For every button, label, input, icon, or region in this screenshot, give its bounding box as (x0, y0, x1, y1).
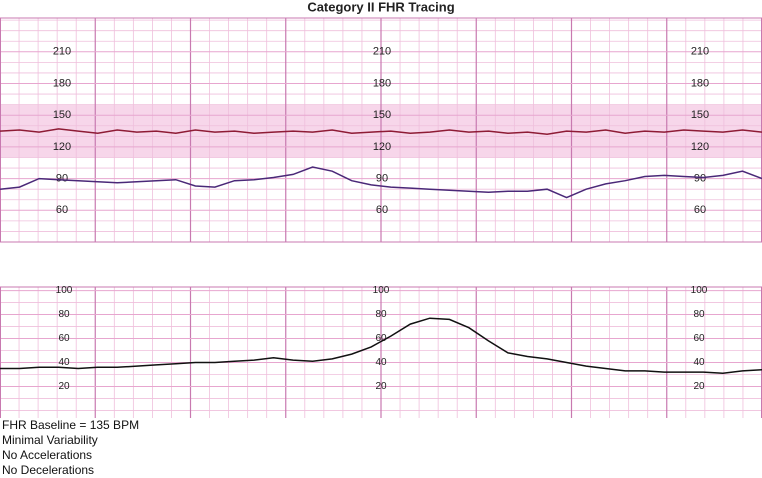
y-tick-label: 20 (375, 381, 387, 392)
y-tick-label: 100 (373, 285, 390, 296)
y-tick-label: 40 (375, 357, 387, 368)
note-line: No Accelerations (2, 448, 93, 462)
y-tick-label: 90 (56, 173, 68, 185)
note-line: No Decelerations (2, 463, 95, 477)
trace-line (0, 317, 762, 375)
trace-line (0, 128, 762, 135)
y-tick-label: 120 (373, 141, 391, 153)
y-tick-label: 60 (56, 204, 68, 216)
y-tick-label: 100 (56, 285, 73, 296)
y-tick-label: 150 (373, 109, 391, 121)
y-tick-label: 80 (693, 309, 705, 320)
y-tick-label: 80 (375, 309, 387, 320)
note-line: FHR Baseline = 135 BPM (2, 418, 140, 432)
y-tick-label: 90 (376, 173, 388, 185)
y-tick-label: 20 (58, 381, 70, 392)
y-tick-label: 40 (58, 357, 70, 368)
y-tick-label: 210 (53, 46, 71, 58)
y-tick-label: 210 (373, 46, 391, 58)
y-tick-label: 20 (693, 381, 705, 392)
y-tick-label: 100 (691, 285, 708, 296)
y-tick-label: 80 (58, 309, 70, 320)
y-tick-label: 180 (53, 77, 71, 89)
y-tick-label: 120 (53, 141, 71, 153)
y-tick-label: 60 (376, 204, 388, 216)
chart-title: Category II FHR Tracing (307, 0, 454, 14)
y-tick-label: 60 (694, 204, 706, 216)
chart: Category II FHR Tracing 60 60 60 90 90 90 120 1… (0, 0, 762, 418)
y-tick-label: 150 (691, 109, 709, 121)
y-tick-label: 40 (693, 357, 705, 368)
y-tick-label: 60 (375, 333, 387, 344)
note-line: Minimal Variability (2, 433, 98, 447)
y-tick-label: 180 (373, 77, 391, 89)
y-tick-label: 180 (691, 77, 709, 89)
y-tick-label: 210 (691, 46, 709, 58)
y-tick-label: 150 (53, 109, 71, 121)
y-tick-label: 90 (694, 173, 706, 185)
y-tick-label: 60 (58, 333, 70, 344)
y-tick-label: 120 (691, 141, 709, 153)
trace-line (0, 166, 762, 199)
y-tick-label: 60 (693, 333, 705, 344)
notes: FHR Baseline = 135 BPM Minimal Variabilit… (2, 418, 139, 478)
